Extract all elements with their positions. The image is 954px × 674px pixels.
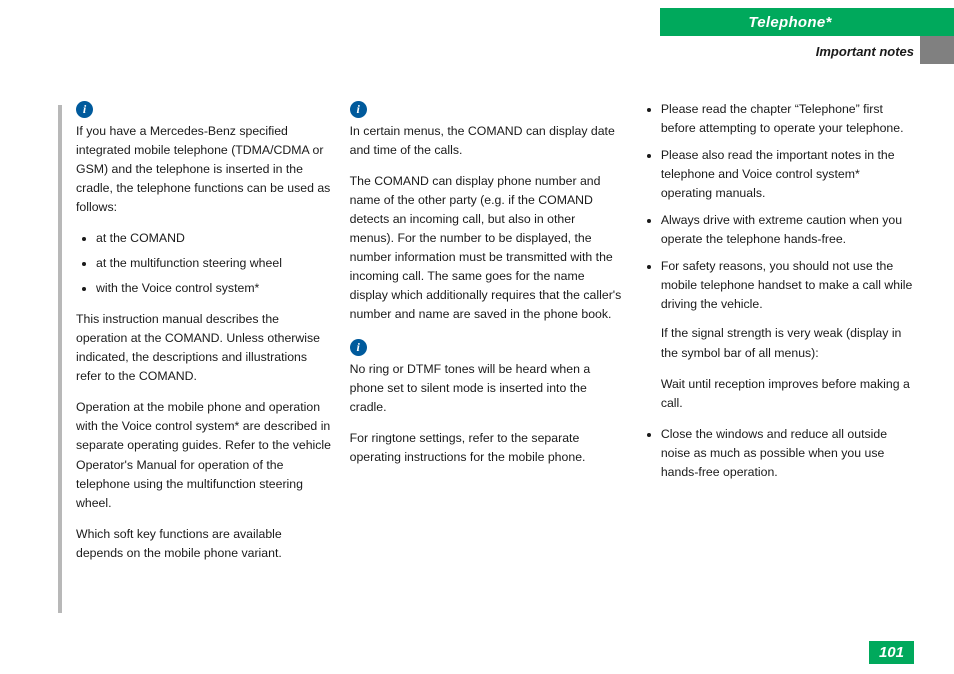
page-number: 101	[869, 641, 914, 664]
list-item: at the COMAND	[96, 229, 332, 248]
col3-sub2: Wait until reception improves before mak…	[661, 375, 914, 413]
col1-p4: Which soft key functions are available d…	[76, 525, 332, 563]
list-item: For safety reasons, you should not use t…	[661, 257, 914, 412]
list-item: with the Voice control system*	[96, 279, 332, 298]
info-icon: i	[76, 101, 93, 118]
info-icon: i	[350, 339, 367, 356]
list-item: Always drive with extreme caution when y…	[661, 211, 914, 249]
column-1: i If you have a Mercedes-Benz specified …	[58, 100, 332, 634]
column-2: i In certain menus, the COMAND can displ…	[350, 100, 623, 634]
col2-b2p2: For ringtone settings, refer to the sepa…	[350, 429, 623, 467]
col3-list: Please read the chapter “Telephone” firs…	[641, 100, 914, 482]
col1-p2: This instruction manual describes the op…	[76, 310, 332, 386]
col1-intro: If you have a Mercedes-Benz specified in…	[76, 122, 332, 217]
list-item-text: For safety reasons, you should not use t…	[661, 259, 913, 311]
col2-b1p1: In certain menus, the COMAND can display…	[350, 122, 623, 160]
column-3: Please read the chapter “Telephone” firs…	[641, 100, 914, 634]
page-body: i If you have a Mercedes-Benz specified …	[58, 100, 914, 634]
list-item: Please also read the important notes in …	[661, 146, 914, 203]
list-item: Close the windows and reduce all out­sid…	[661, 425, 914, 482]
header-subtitle: Important notes	[660, 44, 914, 59]
col1-list: at the COMAND at the multifunction steer…	[76, 229, 332, 298]
header-bar: Telephone*	[660, 8, 954, 36]
col2-b2p1: No ring or DTMF tones will be heard when…	[350, 360, 623, 417]
list-item: Please read the chapter “Telephone” firs…	[661, 100, 914, 138]
col2-b1p2: The COMAND can display phone number and …	[350, 172, 623, 324]
info-icon: i	[350, 101, 367, 118]
list-item: at the multifunction steering wheel	[96, 254, 332, 273]
header-title: Telephone*	[748, 14, 831, 31]
col3-sub1: If the signal strength is very weak (dis…	[661, 324, 914, 362]
col1-p3: Operation at the mobile phone and operat…	[76, 398, 332, 512]
